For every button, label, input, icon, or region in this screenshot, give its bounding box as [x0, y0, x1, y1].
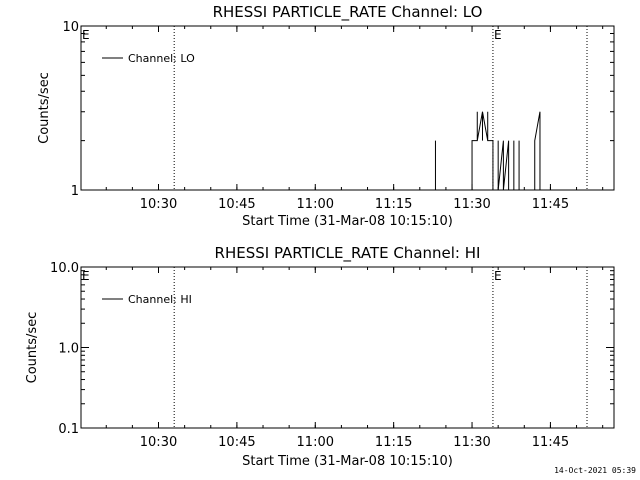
y-axis-label: Counts/sec — [25, 312, 40, 384]
x-axis-label: Start Time (31-Mar-08 10:15:10) — [242, 214, 453, 229]
x-tick-label: 11:00 — [297, 197, 334, 212]
legend-entry: Channel: HI — [128, 293, 192, 306]
x-tick-label: 11:00 — [297, 435, 334, 450]
x-tick-label: 11:15 — [375, 197, 412, 212]
x-tick-label: 10:30 — [140, 435, 177, 450]
event-label: E — [82, 269, 90, 283]
y-tick-label: 1.0 — [58, 342, 79, 357]
generation-timestamp: 14-Oct-2021 05:39 — [554, 466, 636, 475]
y-tick-label: 10 — [62, 20, 79, 35]
y-tick-label: 10.0 — [50, 261, 79, 276]
plot-frame — [80, 25, 615, 191]
x-tick-label: 11:30 — [453, 435, 490, 450]
plot-frame — [80, 266, 615, 429]
x-tick-label: 11:30 — [453, 197, 490, 212]
event-label: E — [494, 269, 502, 283]
y-tick-label: 1 — [71, 184, 79, 199]
series-line-channel-lo — [434, 111, 546, 191]
event-label: E — [82, 28, 90, 42]
chart-title: RHESSI PARTICLE_RATE Channel: HI — [215, 244, 481, 263]
x-tick-label: 10:45 — [218, 197, 255, 212]
chart-title: RHESSI PARTICLE_RATE Channel: LO — [213, 3, 483, 22]
x-tick-label: 11:45 — [532, 197, 569, 212]
x-tick-label: 10:45 — [218, 435, 255, 450]
event-label: E — [494, 28, 502, 42]
legend-entry: Channel: LO — [128, 52, 195, 65]
x-axis-label: Start Time (31-Mar-08 10:15:10) — [242, 454, 453, 469]
x-tick-label: 11:15 — [375, 435, 412, 450]
x-tick-label: 10:30 — [140, 197, 177, 212]
y-axis-label: Counts/sec — [37, 72, 52, 144]
y-tick-label: 0.1 — [58, 422, 79, 437]
x-tick-label: 11:45 — [532, 435, 569, 450]
